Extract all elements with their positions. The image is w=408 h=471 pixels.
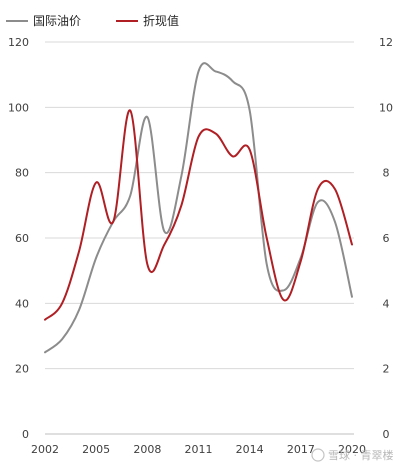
y-right-tick-label: 10	[379, 101, 393, 114]
x-tick-label: 2017	[287, 443, 315, 456]
y-left-tick-label: 100	[8, 101, 29, 114]
series-layer	[44, 62, 353, 354]
gridlines	[45, 41, 354, 435]
y-right-tick-label: 12	[379, 36, 393, 49]
y-left-tick-label: 60	[15, 232, 29, 245]
x-axis-ticks: 2002 2005 2008 2011 2014 2017 2020	[31, 443, 366, 456]
x-tick-label: 2014	[236, 443, 264, 456]
legend-label: 折现值	[143, 13, 179, 28]
y-left-tick-label: 0	[22, 428, 29, 441]
x-tick-label: 2020	[338, 443, 366, 456]
left-axis-ticks: 0 20 40 60 80 100 120	[8, 36, 29, 441]
watermark: 雪球 · 青翠楼	[311, 448, 394, 462]
right-axis-ticks: 0 2 4 6 8 10 12	[379, 36, 393, 441]
y-left-tick-label: 80	[15, 167, 29, 180]
legend-label: 国际油价	[33, 14, 81, 28]
y-right-tick-label: 2	[383, 363, 390, 376]
y-right-tick-label: 6	[383, 232, 390, 245]
series-line-oil-price	[44, 62, 353, 354]
watermark-text: 雪球 · 青翠楼	[328, 448, 394, 462]
x-tick-label: 2002	[31, 443, 59, 456]
x-tick-label: 2008	[133, 443, 161, 456]
legend: 国际油价 折现值	[6, 13, 179, 28]
watermark-logo-icon	[311, 448, 325, 462]
y-left-tick-label: 40	[15, 297, 29, 310]
y-right-tick-label: 8	[383, 167, 390, 180]
x-tick-label: 2005	[82, 443, 110, 456]
y-right-tick-label: 4	[383, 297, 390, 310]
y-left-tick-label: 20	[15, 363, 29, 376]
y-left-tick-label: 120	[8, 36, 29, 49]
x-tick-label: 2011	[185, 443, 213, 456]
y-right-tick-label: 0	[383, 428, 390, 441]
series-line-discounted-value	[44, 109, 353, 321]
